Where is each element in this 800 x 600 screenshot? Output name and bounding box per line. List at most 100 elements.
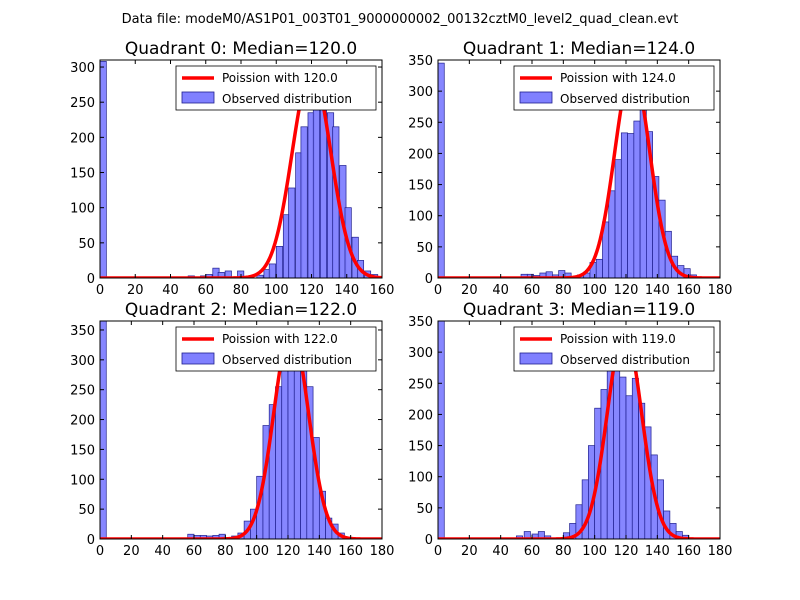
x-tick-label: 80: [217, 544, 234, 559]
x-tick-label: 40: [154, 544, 171, 559]
x-tick-label: 60: [197, 283, 214, 298]
axes-frame: [437, 320, 721, 540]
x-tick-label: 100: [264, 283, 289, 298]
axes-frame: [99, 320, 383, 540]
y-tick-label: 250: [408, 116, 433, 131]
y-tick-label: 200: [408, 408, 433, 423]
x-tick-label: 140: [307, 544, 332, 559]
histogram-bar: [631, 377, 639, 539]
panel-title: Quadrant 3: Median=119.0: [463, 300, 695, 320]
y-tick-label: 0: [87, 272, 95, 287]
y-tick-label: 200: [408, 147, 433, 162]
histogram-bar: [619, 376, 627, 539]
legend-swatch-observed: [181, 352, 215, 365]
y-tick-label: 100: [408, 210, 433, 225]
histogram-bar: [100, 321, 107, 539]
x-tick-label: 120: [299, 283, 324, 298]
plot-area: [100, 61, 382, 278]
panel-title: Quadrant 2: Median=122.0: [125, 300, 357, 320]
y-tick-label: 100: [408, 471, 433, 486]
histogram-bar: [268, 263, 276, 278]
histogram-bar: [256, 274, 264, 278]
legend-label-observed: Observed distribution: [222, 353, 352, 367]
y-tick-label: 200: [70, 414, 95, 429]
x-tick-label: 120: [614, 544, 639, 559]
x-tick-label: 80: [555, 544, 572, 559]
x-tick-label: 80: [233, 283, 250, 298]
y-tick-label: 300: [70, 354, 95, 369]
histogram-bar: [224, 270, 232, 278]
plot-area: [438, 62, 720, 278]
x-tick-label: 80: [555, 283, 572, 298]
x-tick-label: 160: [676, 544, 701, 559]
histogram-bar: [625, 395, 633, 539]
histogram-bar: [275, 386, 283, 539]
axes-frame: [437, 59, 721, 279]
chart-panel-3: 0 20 40 60 80 100 120 140 160 180 0 50 100 150 200 250 3…: [408, 300, 732, 559]
x-tick-label: 120: [614, 283, 639, 298]
histogram-bar: [438, 321, 445, 539]
x-tick-label: 0: [434, 283, 442, 298]
legend: Poission with 120.0 Observed distribution: [175, 65, 377, 111]
x-tick-label: 160: [370, 283, 395, 298]
y-tick-label: 150: [408, 179, 433, 194]
histogram-bar: [300, 126, 308, 278]
x-tick-label: 100: [582, 283, 607, 298]
legend-label-observed: Observed distribution: [560, 92, 690, 106]
y-tick-label: 50: [78, 237, 95, 252]
poisson-curve: [438, 67, 720, 278]
x-tick-label: 180: [370, 544, 395, 559]
x-tick-label: 60: [524, 544, 541, 559]
histogram-bar: [281, 362, 289, 539]
legend-label-observed: Observed distribution: [560, 353, 690, 367]
y-tick-label: 150: [408, 440, 433, 455]
histogram-bar: [633, 120, 641, 278]
x-tick-label: 20: [461, 544, 478, 559]
y-tick-label: 150: [70, 167, 95, 182]
x-tick-label: 100: [244, 544, 269, 559]
y-tick-label: 350: [408, 315, 433, 330]
y-tick-label: 150: [70, 443, 95, 458]
y-tick-label: 0: [425, 272, 433, 287]
y-tick-label: 100: [70, 202, 95, 217]
legend-swatch-observed: [519, 91, 553, 104]
chart-panel-0: 0 20 40 60 80 100 120 140 160 0 50 100 150 200 250 300 Q…: [70, 39, 394, 298]
chart-panel-1: 0 20 40 60 80 100 120 140 160 180 0 50 100 150 200 250 3…: [408, 39, 732, 298]
legend-label-observed: Observed distribution: [222, 92, 352, 106]
y-tick-label: 250: [70, 96, 95, 111]
x-tick-label: 40: [492, 544, 509, 559]
legend-label-poisson: Poission with 124.0: [560, 71, 676, 85]
histogram-bar: [614, 159, 622, 278]
histogram-bar: [620, 132, 628, 278]
y-tick-label: 0: [87, 533, 95, 548]
y-tick-label: 200: [70, 131, 95, 146]
x-tick-label: 160: [338, 544, 363, 559]
poisson-curve: [438, 328, 720, 539]
y-tick-label: 250: [408, 377, 433, 392]
poisson-curve: [100, 328, 382, 539]
x-tick-label: 120: [276, 544, 301, 559]
x-tick-label: 140: [645, 544, 670, 559]
histogram-bar: [438, 62, 445, 278]
legend: Poission with 119.0 Observed distribution: [513, 326, 715, 372]
y-tick-label: 250: [70, 384, 95, 399]
x-tick-label: 40: [492, 283, 509, 298]
y-tick-label: 300: [408, 85, 433, 100]
x-tick-label: 0: [434, 544, 442, 559]
y-tick-label: 350: [70, 324, 95, 339]
y-tick-label: 0: [425, 533, 433, 548]
y-tick-label: 50: [78, 503, 95, 518]
histogram-bar: [627, 133, 635, 278]
x-tick-label: 180: [708, 544, 733, 559]
figure-suptitle: Data file: modeM0/AS1P01_003T01_90000000…: [122, 12, 679, 27]
x-tick-label: 100: [582, 544, 607, 559]
legend-swatch-observed: [519, 352, 553, 365]
x-tick-label: 0: [96, 544, 104, 559]
y-tick-label: 300: [408, 346, 433, 361]
legend-label-poisson: Poission with 119.0: [560, 332, 676, 346]
legend-swatch-observed: [181, 91, 215, 104]
panel-title: Quadrant 1: Median=124.0: [463, 39, 695, 59]
x-tick-label: 60: [524, 283, 541, 298]
x-tick-label: 40: [162, 283, 179, 298]
legend: Poission with 124.0 Observed distribution: [513, 65, 715, 111]
